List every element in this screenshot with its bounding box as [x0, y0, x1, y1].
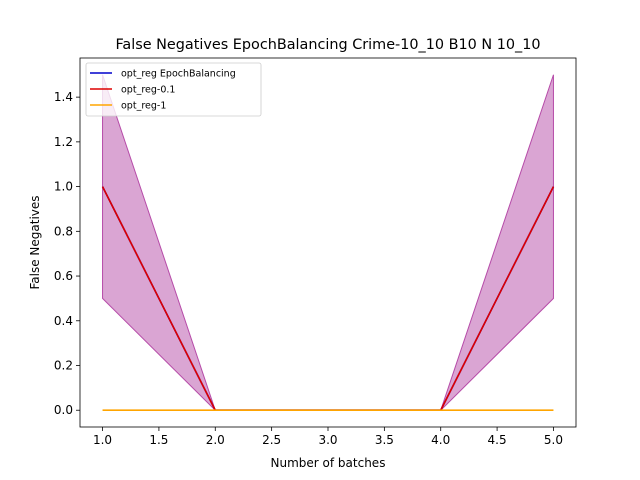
x-tick-label: 2.0	[206, 433, 225, 447]
x-tick-label: 4.5	[488, 433, 507, 447]
y-tick-label: 0.2	[54, 359, 73, 373]
y-tick-label: 1.2	[54, 135, 73, 149]
x-tick-label: 3.0	[318, 433, 337, 447]
y-tick-label: 0.6	[54, 269, 73, 283]
y-axis-label: False Negatives	[28, 195, 42, 289]
plot-area	[80, 58, 576, 427]
legend-label-opt-reg-0-1: opt_reg-0.1	[121, 85, 175, 96]
x-tick-label: 1.5	[149, 433, 168, 447]
chart-title: False Negatives EpochBalancing Crime-10_…	[115, 37, 540, 53]
x-tick-label: 1.0	[93, 433, 112, 447]
x-tick-label: 4.0	[431, 433, 450, 447]
x-tick-label: 3.5	[375, 433, 394, 447]
legend: opt_reg EpochBalancing opt_reg-0.1 opt_reg…	[85, 62, 262, 117]
x-axis-ticks: 1.0 1.5 2.0 2.5 3.0 3.5 4.0 4.5 5.0	[93, 427, 563, 447]
y-tick-label: 0.8	[54, 224, 73, 238]
legend-label-opt-reg-epochbalancing: opt_reg EpochBalancing	[121, 69, 236, 80]
legend-label-opt-reg-1: opt_reg-1	[121, 101, 166, 112]
y-tick-label: 1.0	[54, 180, 73, 194]
x-axis-label: Number of batches	[271, 456, 386, 470]
legend-box	[85, 62, 262, 117]
y-tick-label: 0.0	[54, 403, 73, 417]
series-lines	[101, 186, 555, 412]
y-tick-label: 1.4	[54, 90, 73, 104]
x-tick-label: 5.0	[544, 433, 563, 447]
y-tick-label: 0.4	[54, 314, 73, 328]
y-axis-ticks: 0.0 0.2 0.4 0.6 0.8 1.0 1.2 1.4	[54, 90, 80, 417]
x-tick-label: 2.5	[262, 433, 281, 447]
